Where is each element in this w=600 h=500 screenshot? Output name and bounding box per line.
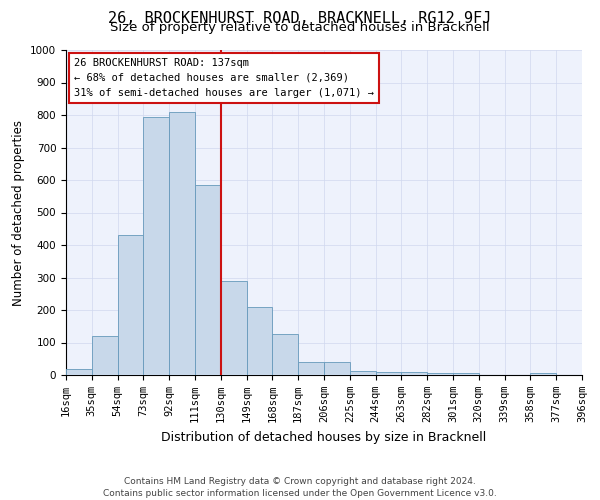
Bar <box>298 362 324 375</box>
Bar <box>195 185 221 375</box>
Bar <box>66 369 92 375</box>
Bar <box>169 112 195 375</box>
Bar <box>143 116 169 375</box>
Bar <box>530 374 556 375</box>
Bar <box>324 362 350 375</box>
Bar <box>221 281 247 375</box>
Bar <box>92 336 118 375</box>
Text: Contains HM Land Registry data © Crown copyright and database right 2024.
Contai: Contains HM Land Registry data © Crown c… <box>103 476 497 498</box>
Bar <box>401 372 427 375</box>
Bar <box>247 306 272 375</box>
Bar <box>272 334 298 375</box>
Text: 26 BROCKENHURST ROAD: 137sqm
← 68% of detached houses are smaller (2,369)
31% of: 26 BROCKENHURST ROAD: 137sqm ← 68% of de… <box>74 58 374 98</box>
Text: 26, BROCKENHURST ROAD, BRACKNELL, RG12 9FJ: 26, BROCKENHURST ROAD, BRACKNELL, RG12 9… <box>109 11 491 26</box>
Bar <box>350 371 376 375</box>
Y-axis label: Number of detached properties: Number of detached properties <box>11 120 25 306</box>
Bar <box>453 374 479 375</box>
Text: Size of property relative to detached houses in Bracknell: Size of property relative to detached ho… <box>110 22 490 35</box>
Bar <box>118 236 143 375</box>
Bar <box>427 374 453 375</box>
X-axis label: Distribution of detached houses by size in Bracknell: Distribution of detached houses by size … <box>161 430 487 444</box>
Bar <box>376 372 401 375</box>
